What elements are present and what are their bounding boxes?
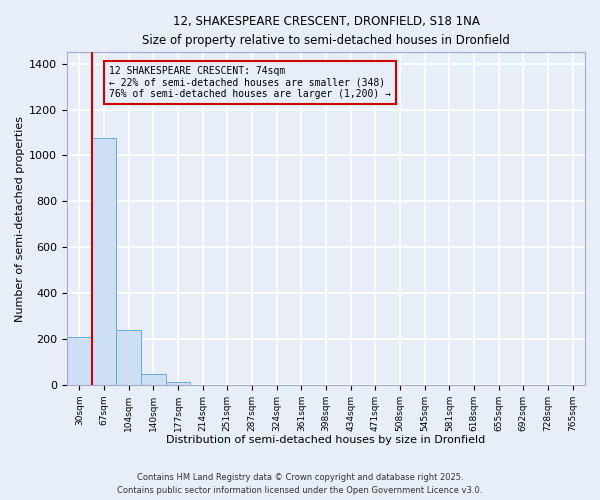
Bar	[92, 138, 116, 384]
Title: 12, SHAKESPEARE CRESCENT, DRONFIELD, S18 1NA
Size of property relative to semi-d: 12, SHAKESPEARE CRESCENT, DRONFIELD, S18…	[142, 15, 510, 47]
Bar	[166, 382, 190, 384]
Bar	[116, 330, 141, 384]
Y-axis label: Number of semi-detached properties: Number of semi-detached properties	[15, 116, 25, 322]
Bar	[67, 336, 92, 384]
Bar	[141, 374, 166, 384]
Text: 12 SHAKESPEARE CRESCENT: 74sqm
← 22% of semi-detached houses are smaller (348)
7: 12 SHAKESPEARE CRESCENT: 74sqm ← 22% of …	[109, 66, 391, 100]
Text: Contains HM Land Registry data © Crown copyright and database right 2025.
Contai: Contains HM Land Registry data © Crown c…	[118, 474, 482, 495]
X-axis label: Distribution of semi-detached houses by size in Dronfield: Distribution of semi-detached houses by …	[166, 435, 485, 445]
